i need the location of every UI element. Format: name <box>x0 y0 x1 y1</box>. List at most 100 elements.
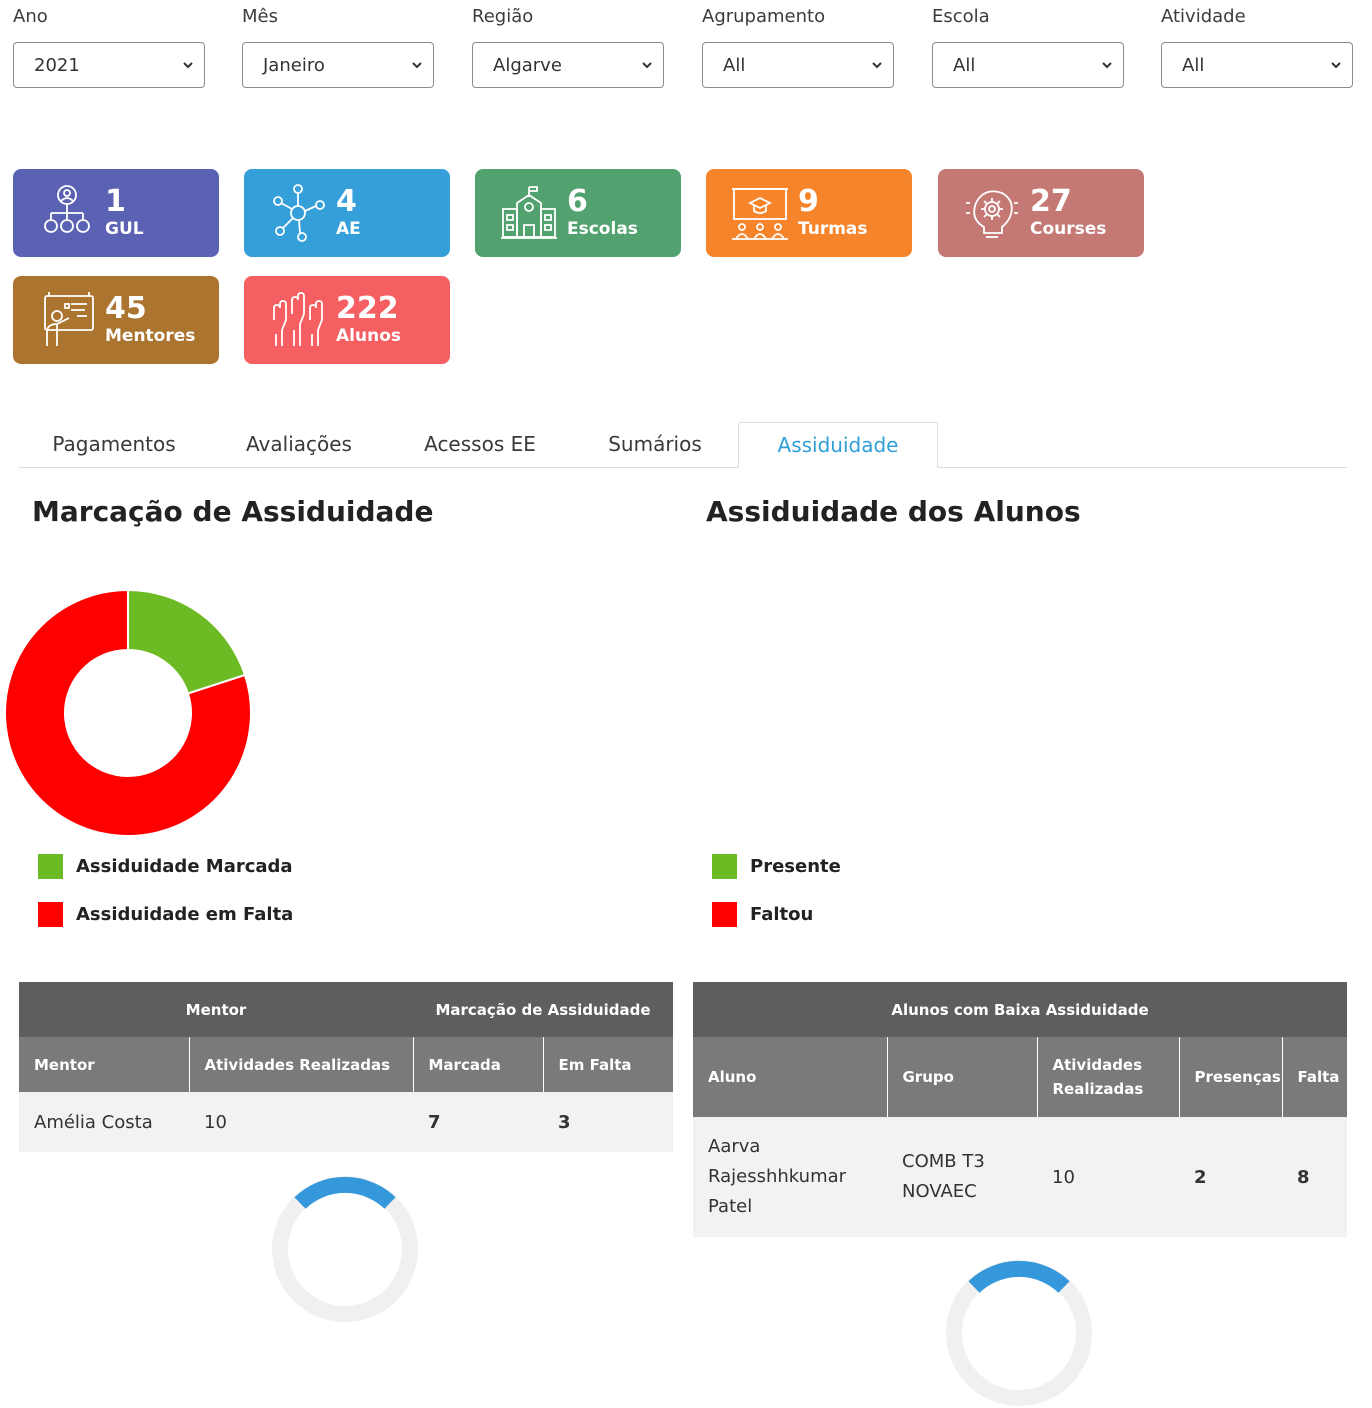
chevron-down-icon <box>872 62 882 69</box>
mes-select[interactable]: Janeiro <box>242 42 434 88</box>
column-header[interactable]: Presenças <box>1179 1037 1283 1117</box>
legend-item-faltou[interactable]: Faltou <box>712 901 813 927</box>
regiao-select[interactable]: Algarve <box>472 42 664 88</box>
left-section-title: Marcação de Assiduidade <box>32 495 434 528</box>
legend-swatch-red <box>38 901 63 927</box>
filter-regiao-label: Região <box>472 6 534 27</box>
table-group-header-row: Alunos com Baixa Assiduidade <box>693 982 1347 1037</box>
stat-card-gul[interactable]: 1 GUL <box>13 169 219 257</box>
mentor-table: Mentor Marcação de Assiduidade Mentor At… <box>19 982 674 1152</box>
teacher-board-icon <box>44 292 94 346</box>
escola-select-value: All <box>953 54 976 76</box>
tab-bar: Pagamentos Avaliações Acessos EE Sumário… <box>19 422 1347 468</box>
card-label: Mentores <box>105 326 196 346</box>
chevron-down-icon <box>1102 62 1112 69</box>
legend-label: Presente <box>750 855 841 877</box>
mes-select-value: Janeiro <box>263 54 325 76</box>
stat-card-courses[interactable]: 27 Courses <box>938 169 1144 257</box>
column-header[interactable]: Grupo <box>887 1037 1038 1117</box>
legend-swatch-green <box>38 853 63 879</box>
raised-hands-icon <box>273 292 323 346</box>
stat-card-ae[interactable]: 4 AE <box>244 169 450 257</box>
group-header-mentor: Mentor <box>19 982 413 1037</box>
card-value: 1 <box>105 184 126 219</box>
filter-agrupamento-label: Agrupamento <box>702 6 826 27</box>
table-header-row: Mentor Atividades Realizadas Marcada Em … <box>19 1037 674 1092</box>
presencas-count: 2 <box>1179 1117 1282 1237</box>
donut-slice-faltou[interactable] <box>4 588 252 837</box>
card-value: 222 <box>336 291 399 326</box>
alunos-table: Alunos com Baixa Assiduidade Aluno Grupo… <box>693 982 1347 1237</box>
legend-item-presente[interactable]: Presente <box>712 853 841 879</box>
card-label: Escolas <box>567 219 638 239</box>
org-chart-icon <box>44 185 90 233</box>
legend-swatch-red <box>712 901 737 927</box>
card-value: 6 <box>567 184 588 219</box>
column-header[interactable]: Em Falta <box>543 1037 674 1092</box>
stat-card-mentores[interactable]: 45 Mentores <box>13 276 219 364</box>
em-falta-count: 3 <box>543 1092 674 1152</box>
lightbulb-gear-icon <box>966 190 1018 238</box>
classroom-icon <box>732 188 788 240</box>
card-label: Turmas <box>798 219 868 239</box>
column-header[interactable]: Atividades Realizadas <box>1037 1037 1180 1117</box>
agrupamento-select[interactable]: All <box>702 42 894 88</box>
filter-mes: Mês Janeiro <box>242 0 434 88</box>
legend-label: Assiduidade em Falta <box>76 903 294 925</box>
tab-pagamentos[interactable]: Pagamentos <box>52 432 176 456</box>
ano-select[interactable]: 2021 <box>13 42 205 88</box>
legend-item-marcada[interactable]: Assiduidade Marcada <box>38 853 293 879</box>
filter-escola-label: Escola <box>932 6 990 27</box>
grupo: COMB T3 NOVAEC <box>887 1117 1037 1237</box>
column-header[interactable]: Aluno <box>693 1037 888 1117</box>
filter-escola: Escola All <box>932 0 1124 88</box>
assiduidade-alunos-donut-chart <box>4 588 252 837</box>
network-icon <box>273 184 325 242</box>
card-label: AE <box>336 219 361 239</box>
column-header[interactable]: Falta <box>1282 1037 1347 1117</box>
atividade-select-value: All <box>1182 54 1205 76</box>
ano-select-value: 2021 <box>34 54 80 76</box>
right-section-title: Assiduidade dos Alunos <box>706 495 1081 528</box>
column-header[interactable]: Atividades Realizadas <box>189 1037 414 1092</box>
marcada-count: 7 <box>413 1092 543 1152</box>
tab-assiduidade[interactable]: Assiduidade <box>738 422 938 468</box>
stat-card-escolas[interactable]: 6 Escolas <box>475 169 681 257</box>
school-building-icon <box>501 186 557 239</box>
atividades-realizadas: 10 <box>1037 1117 1179 1237</box>
legend-swatch-green <box>712 853 737 879</box>
legend-label: Assiduidade Marcada <box>76 855 293 877</box>
loading-spinner <box>272 1176 418 1322</box>
filter-regiao: Região Algarve <box>472 0 664 88</box>
atividade-select[interactable]: All <box>1161 42 1353 88</box>
table-group-header-row: Mentor Marcação de Assiduidade <box>19 982 674 1037</box>
table-header-row: Aluno Grupo Atividades Realizadas Presen… <box>693 1037 1347 1117</box>
filter-ano-label: Ano <box>13 6 48 27</box>
card-value: 4 <box>336 184 357 219</box>
stat-card-turmas[interactable]: 9 Turmas <box>706 169 912 257</box>
tab-sumarios[interactable]: Sumários <box>608 432 702 456</box>
tab-avaliacoes[interactable]: Avaliações <box>246 432 352 456</box>
filter-agrupamento: Agrupamento All <box>702 0 894 88</box>
tab-acessos-ee[interactable]: Acessos EE <box>424 432 536 456</box>
chevron-down-icon <box>412 62 422 69</box>
card-label: Courses <box>1030 219 1107 239</box>
agrupamento-select-value: All <box>723 54 746 76</box>
chevron-down-icon <box>1331 62 1341 69</box>
legend-label: Faltou <box>750 903 814 925</box>
column-header[interactable]: Marcada <box>413 1037 544 1092</box>
card-value: 27 <box>1030 184 1072 219</box>
column-header[interactable]: Mentor <box>19 1037 190 1092</box>
group-header-marcacao: Marcação de Assiduidade <box>413 982 674 1037</box>
legend-item-em-falta[interactable]: Assiduidade em Falta <box>38 901 293 927</box>
card-value: 9 <box>798 184 819 219</box>
chevron-down-icon <box>642 62 652 69</box>
donut-slice-presente[interactable] <box>127 588 247 695</box>
stat-card-alunos[interactable]: 222 Alunos <box>244 276 450 364</box>
escola-select[interactable]: All <box>932 42 1124 88</box>
atividades-realizadas: 10 <box>189 1092 413 1152</box>
filter-atividade-label: Atividade <box>1161 6 1246 27</box>
table-row: Amélia Costa 10 7 3 <box>19 1092 674 1152</box>
filter-atividade: Atividade All <box>1161 0 1353 88</box>
chevron-down-icon <box>183 62 193 69</box>
